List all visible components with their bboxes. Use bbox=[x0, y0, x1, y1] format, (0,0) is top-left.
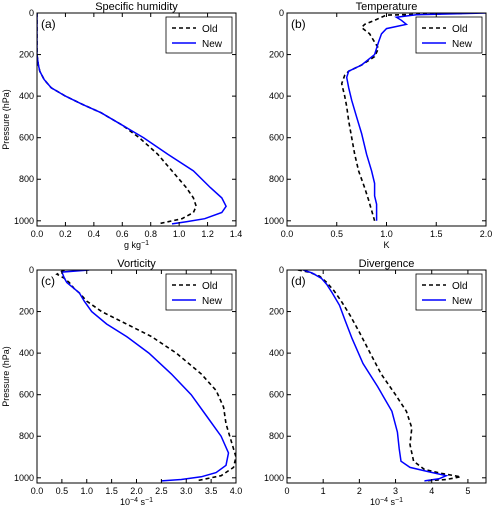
x-tick-label: 0.6 bbox=[116, 229, 129, 239]
y-tick-label: 1000 bbox=[14, 473, 34, 483]
panel-1: 0.0 0.5 1.0 1.5 2.0 0 200 400 600 800 1000 Temperat… bbox=[264, 1, 492, 250]
legend: Old New bbox=[415, 16, 483, 54]
x-tick-label: 3 bbox=[393, 486, 398, 496]
y-tick-label: 400 bbox=[19, 348, 34, 358]
x-tick-label: 1.0 bbox=[173, 229, 186, 239]
legend: Old New bbox=[165, 273, 233, 311]
x-axis-label: 10−4 s−1 bbox=[120, 497, 153, 507]
x-tick-label: 1.2 bbox=[201, 229, 214, 239]
panel-letter: (d) bbox=[291, 274, 306, 288]
x-tick-label: 1.0 bbox=[380, 229, 393, 239]
panel-0: 0.0 0.2 0.4 0.6 0.8 1.0 1.2 1.4 0 200 400 600 800 100… bbox=[1, 1, 242, 250]
axes-frame bbox=[36, 12, 237, 227]
x-tick-label: 0.0 bbox=[281, 229, 294, 239]
panel-2: 0.0 0.5 1.0 1.5 2.0 2.5 3.0 3.5 4.0 0 200 400 600 800… bbox=[1, 258, 242, 507]
panel-3: 0 1 2 3 4 5 0 200 400 600 800 1000 Divergence (d) 10−4… bbox=[264, 258, 487, 507]
series-line-new bbox=[303, 270, 449, 482]
y-tick-label: 600 bbox=[269, 133, 284, 143]
legend-box bbox=[415, 16, 483, 54]
x-tick-label: 0.2 bbox=[59, 229, 72, 239]
panel-title: Specific humidity bbox=[95, 1, 178, 13]
y-tick-label: 200 bbox=[19, 50, 34, 60]
x-tick-label: 2.5 bbox=[155, 486, 168, 496]
series-line-new bbox=[37, 13, 227, 225]
x-axis-label: 10−4 s−1 bbox=[370, 497, 403, 507]
y-tick-label: 200 bbox=[269, 50, 284, 60]
series-line-old bbox=[340, 13, 477, 222]
y-tick-label: 400 bbox=[269, 91, 284, 101]
legend: Old New bbox=[165, 16, 233, 54]
x-tick-label: 4.0 bbox=[230, 486, 243, 496]
legend-box bbox=[415, 273, 483, 311]
x-tick-label: 1.4 bbox=[230, 229, 243, 239]
y-tick-label: 0 bbox=[29, 8, 34, 18]
y-tick-label: 0 bbox=[279, 265, 284, 275]
x-tick-label: 2.0 bbox=[130, 486, 143, 496]
legend-label-old: Old bbox=[452, 24, 468, 35]
x-tick-label: 0.4 bbox=[88, 229, 101, 239]
x-tick-label: 0.0 bbox=[31, 486, 44, 496]
x-tick-label: 0.8 bbox=[144, 229, 157, 239]
x-tick-label: 1 bbox=[321, 486, 326, 496]
x-axis-label: K bbox=[383, 240, 389, 250]
x-tick-label: 3.5 bbox=[205, 486, 218, 496]
legend-box bbox=[165, 16, 233, 54]
y-tick-label: 0 bbox=[29, 265, 34, 275]
x-tick-label: 1.5 bbox=[430, 229, 443, 239]
legend-label-old: Old bbox=[202, 24, 218, 35]
x-tick-label: 4 bbox=[429, 486, 434, 496]
x-tick-label: 1.5 bbox=[105, 486, 118, 496]
x-axis-label: g kg−1 bbox=[124, 240, 149, 250]
y-tick-label: 800 bbox=[269, 431, 284, 441]
panel-title: Divergence bbox=[359, 258, 415, 270]
y-tick-label: 400 bbox=[269, 348, 284, 358]
legend-label-old: Old bbox=[202, 281, 218, 292]
y-tick-label: 800 bbox=[19, 174, 34, 184]
series-line-new bbox=[60, 270, 230, 482]
y-axis-label: Pressure (hPa) bbox=[1, 346, 11, 407]
x-tick-label: 3.0 bbox=[180, 486, 193, 496]
x-tick-label: 0.5 bbox=[330, 229, 343, 239]
y-tick-label: 600 bbox=[269, 390, 284, 400]
y-tick-label: 200 bbox=[269, 307, 284, 317]
y-axis-label: Pressure (hPa) bbox=[1, 89, 11, 150]
x-tick-label: 0.5 bbox=[56, 486, 69, 496]
legend-label-old: Old bbox=[452, 281, 468, 292]
x-tick-label: 2.0 bbox=[480, 229, 493, 239]
y-tick-label: 1000 bbox=[14, 216, 34, 226]
y-tick-label: 800 bbox=[19, 431, 34, 441]
y-tick-label: 0 bbox=[279, 8, 284, 18]
x-tick-label: 0 bbox=[284, 486, 289, 496]
panel-title: Vorticity bbox=[117, 258, 156, 270]
y-tick-label: 600 bbox=[19, 133, 34, 143]
y-tick-label: 400 bbox=[19, 91, 34, 101]
y-tick-label: 200 bbox=[19, 307, 34, 317]
legend-box bbox=[165, 273, 233, 311]
x-tick-label: 1.0 bbox=[80, 486, 93, 496]
panel-title: Temperature bbox=[356, 1, 418, 13]
x-tick-label: 0.0 bbox=[31, 229, 44, 239]
y-tick-label: 1000 bbox=[264, 216, 284, 226]
series-line-old bbox=[37, 13, 198, 225]
legend-label-new: New bbox=[452, 296, 473, 307]
axes-frame bbox=[286, 269, 487, 484]
x-tick-label: 2 bbox=[357, 486, 362, 496]
legend-label-new: New bbox=[202, 296, 223, 307]
y-tick-label: 800 bbox=[269, 174, 284, 184]
y-tick-label: 1000 bbox=[264, 473, 284, 483]
series-line-new bbox=[345, 13, 486, 221]
panel-letter: (a) bbox=[41, 17, 56, 31]
panel-letter: (b) bbox=[291, 17, 306, 31]
panel-letter: (c) bbox=[41, 274, 55, 288]
legend-label-new: New bbox=[452, 39, 473, 50]
legend-label-new: New bbox=[202, 39, 223, 50]
legend: Old New bbox=[415, 273, 483, 311]
x-tick-label: 5 bbox=[465, 486, 470, 496]
y-tick-label: 600 bbox=[19, 390, 34, 400]
